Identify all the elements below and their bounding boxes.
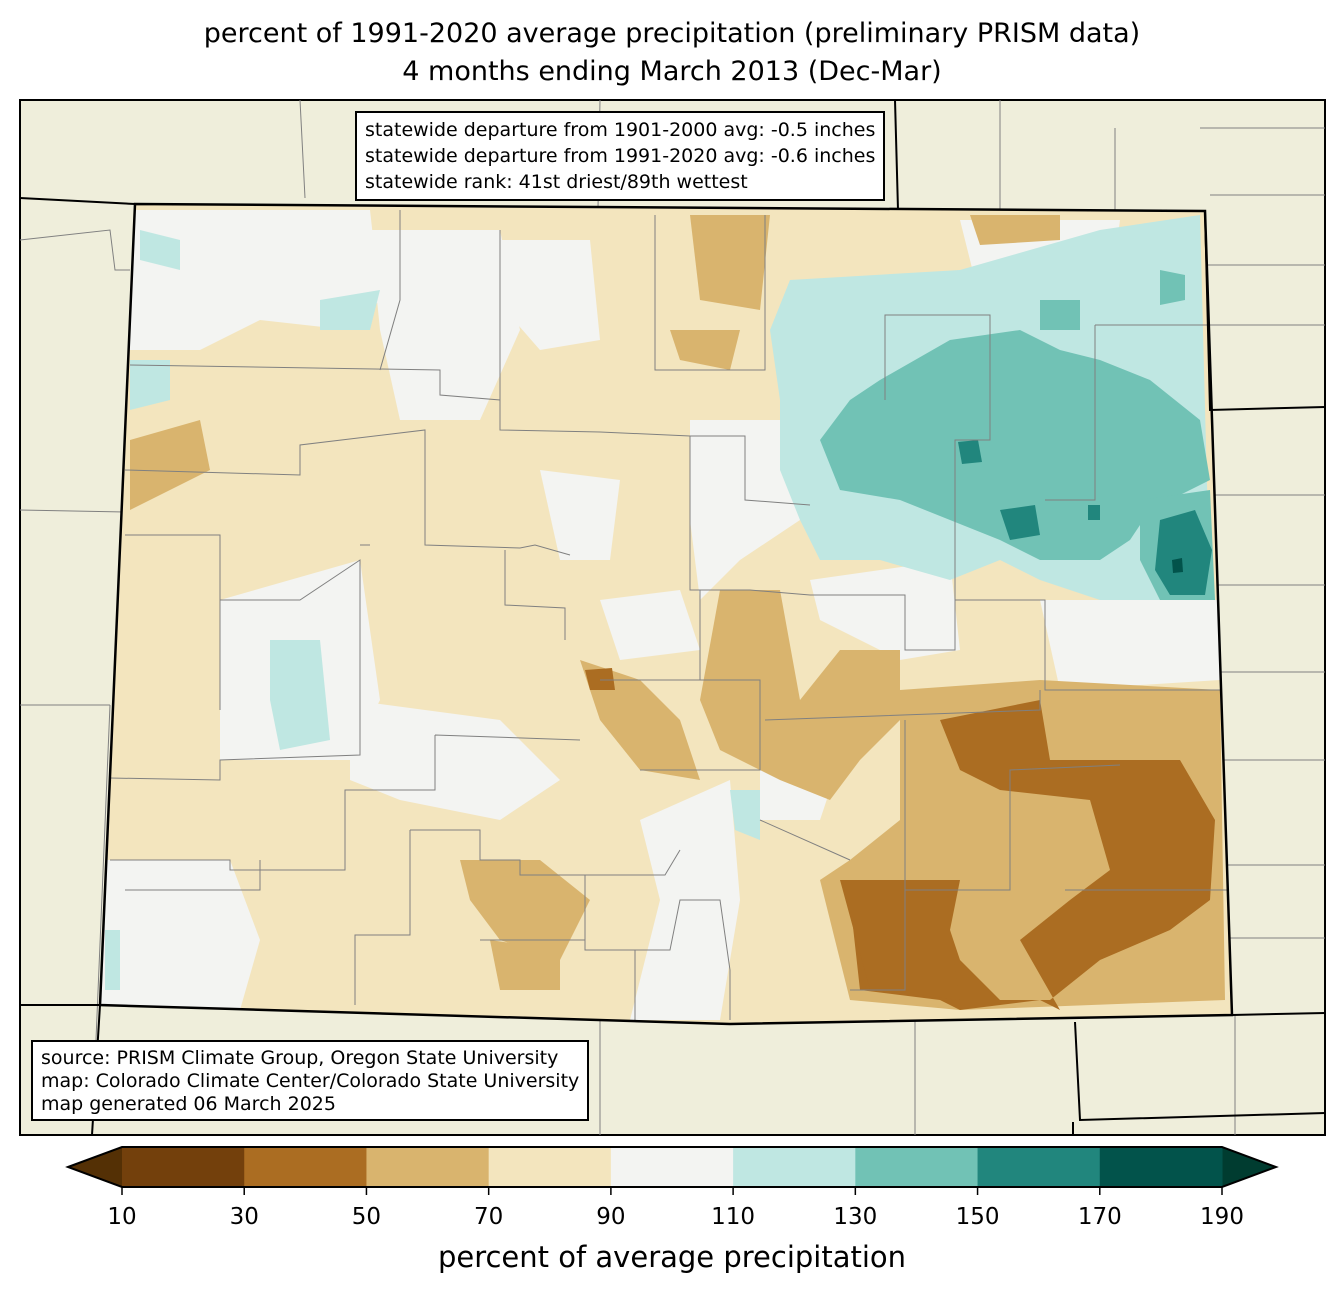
colorbar-tick-label: 30	[229, 1204, 259, 1230]
source-map-maker: map: Colorado Climate Center/Colorado St…	[41, 1070, 580, 1092]
source-box: source: PRISM Climate Group, Oregon Stat…	[31, 1040, 590, 1121]
colorado-border	[98, 202, 1234, 1026]
colorbar-tick-label: 50	[351, 1204, 382, 1230]
county-lines	[109, 210, 1230, 1020]
region-170-190	[1172, 558, 1183, 573]
colorbar-segment	[244, 1147, 367, 1187]
colorbar-tick-label: 150	[955, 1204, 1000, 1230]
colorbar-label: percent of average precipitation	[437, 1240, 907, 1274]
colorbar-tick-label: 190	[1200, 1204, 1244, 1230]
colorbar-segment	[610, 1147, 734, 1187]
colorbar	[65, 1146, 1279, 1195]
regions-30-50	[585, 668, 1215, 1010]
colorbar-over-arrow	[1222, 1147, 1276, 1187]
map-title-line2: 4 months ending March 2013 (Dec-Mar)	[402, 56, 942, 87]
colorbar-segment	[733, 1147, 856, 1187]
neighbor-county-lines	[19, 99, 1326, 1136]
colorbar-segment	[855, 1147, 979, 1187]
colorbar-segment	[366, 1147, 490, 1187]
colorbar-segment	[488, 1147, 612, 1187]
stats-rank: statewide rank: 41st driest/89th wettest	[365, 171, 748, 193]
colorbar-tick-label: 170	[1077, 1204, 1122, 1230]
colorbar-segment	[977, 1147, 1101, 1187]
colorbar-tick-label: 70	[474, 1204, 504, 1230]
colorbar-segment	[1099, 1147, 1223, 1187]
colorbar-tick-label: 10	[107, 1204, 137, 1230]
colorbar-under-arrow	[68, 1147, 122, 1187]
stats-departure-1991-2020: statewide departure from 1991-2020 avg: …	[365, 145, 876, 167]
stats-departure-1901-2000: statewide departure from 1901-2000 avg: …	[365, 119, 876, 141]
colorbar-segment	[122, 1147, 245, 1187]
state-borders	[19, 99, 1326, 1136]
regions-150-170	[958, 440, 1212, 595]
map-title-line1: percent of 1991-2020 average precipitati…	[203, 18, 1141, 49]
colorbar-tick-label: 90	[596, 1204, 626, 1230]
source-generated-date: map generated 06 March 2025	[41, 1093, 336, 1115]
statewide-stats-box: statewide departure from 1901-2000 avg: …	[355, 111, 886, 201]
colorbar-tick-label: 110	[711, 1204, 756, 1230]
source-prism: source: PRISM Climate Group, Oregon Stat…	[41, 1047, 559, 1069]
colorbar-tick-label: 130	[833, 1204, 878, 1230]
